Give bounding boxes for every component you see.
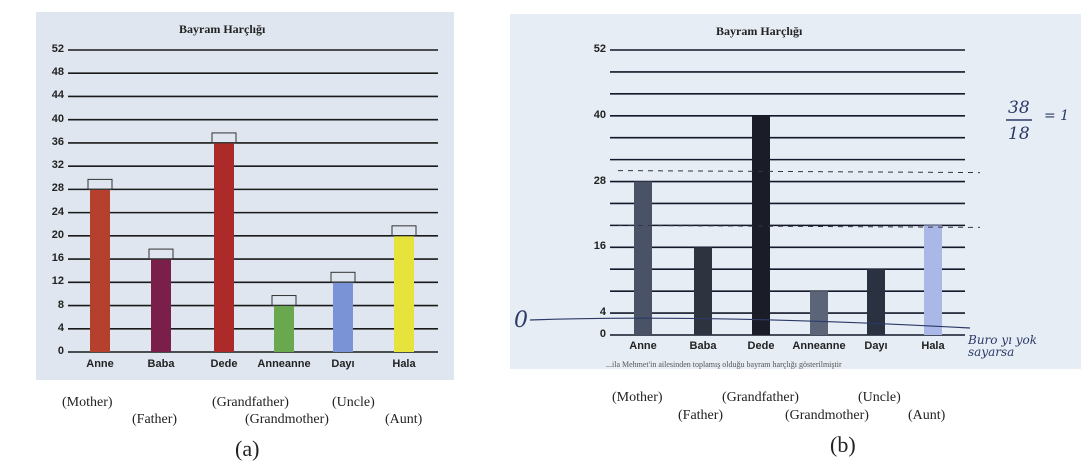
dashed-guide	[617, 170, 981, 174]
translation-label: (Grandmother)	[785, 408, 869, 423]
chart-plot-b	[529, 49, 1032, 336]
bar-cap-sketch	[391, 225, 417, 237]
panel-caption-a: (a)	[235, 436, 260, 461]
bar	[924, 225, 942, 335]
x-tick-label: Dayı	[864, 340, 888, 352]
bar-cap-sketch	[211, 132, 237, 144]
handwritten-fraction-rest: = 1	[1044, 108, 1070, 124]
x-tick-label: Dede	[747, 340, 775, 352]
translation-label: (Uncle)	[332, 395, 375, 410]
bar	[214, 142, 234, 352]
x-tick-label: Anne	[629, 340, 657, 352]
translation-label: (Father)	[678, 408, 724, 423]
translation-label: (Aunt)	[908, 408, 946, 423]
chart-panel-b: Bayram Harçlığı 38 = 1 18 0 Buro yı yok …	[510, 14, 1081, 369]
dashed-guide	[617, 224, 981, 228]
bar	[394, 235, 414, 352]
y-tick-label: 4	[599, 306, 606, 319]
bar-cap-sketch	[330, 271, 356, 283]
translation-label: (Grandmother)	[245, 412, 329, 427]
bar	[810, 291, 828, 335]
chart-panel-a: Bayram Harçlığı 0 4 8 12 16 20 24 28 32 36 40 44 48 5…	[36, 12, 454, 380]
y-tick-label: 20	[51, 228, 64, 241]
translation-label: (Mother)	[612, 390, 663, 405]
translation-label: (Father)	[132, 412, 178, 427]
handwritten-note: Buro yı yok sayarsa	[968, 333, 1038, 359]
y-tick-label: 8	[57, 298, 64, 311]
bar	[274, 305, 294, 352]
y-tick-label: 36	[51, 135, 64, 148]
y-tick-label: 32	[51, 159, 64, 172]
x-tick-label: Dayı	[331, 358, 355, 370]
chart-title: Bayram Harçlığı	[716, 24, 803, 38]
y-tick-label: 12	[51, 275, 64, 288]
translation-label: (Grandfather)	[212, 395, 289, 410]
y-tick-label: 28	[51, 182, 64, 195]
bar-cap-sketch	[87, 178, 113, 190]
translation-label: (Uncle)	[858, 390, 901, 405]
footer-text: ...ila Mehmet'in ailesinden toplamış old…	[606, 360, 842, 369]
translation-label: (Grandfather)	[722, 390, 799, 405]
x-tick-label: Baba	[147, 358, 175, 370]
bar	[151, 259, 171, 352]
y-tick-label: 28	[593, 174, 606, 187]
y-tick-label: 4	[57, 321, 64, 334]
handwritten-fraction-denominator: 18	[1008, 124, 1030, 144]
y-tick-label: 52	[593, 43, 606, 55]
x-tick-label: Anneanne	[792, 340, 846, 352]
bar-cap-sketch	[148, 248, 174, 260]
handwritten-zero-mark: 0	[514, 308, 528, 333]
x-tick-label: Hala	[392, 358, 416, 370]
y-tick-label: 0	[57, 345, 64, 357]
handwritten-fraction-numerator: 38	[1008, 98, 1030, 118]
chart-plot-a	[68, 49, 438, 353]
bar	[694, 247, 712, 335]
y-tick-label: 52	[51, 43, 64, 55]
bar	[90, 189, 110, 352]
y-tick-label: 40	[593, 108, 606, 121]
translation-label: (Aunt)	[385, 412, 423, 427]
x-tick-label: Baba	[689, 340, 717, 352]
x-tick-label: Hala	[921, 340, 945, 352]
bar	[634, 181, 652, 335]
bar	[867, 269, 885, 335]
bar	[752, 115, 770, 336]
bar	[333, 282, 353, 352]
x-tick-label: Dede	[210, 358, 238, 370]
y-tick-label: 40	[51, 112, 64, 125]
handwritten-scribble	[529, 317, 971, 329]
y-tick-label: 16	[593, 240, 606, 253]
panel-caption-b: (b)	[830, 432, 856, 457]
y-tick-label: 16	[51, 252, 64, 265]
y-tick-label: 44	[51, 89, 64, 102]
y-tick-label: 0	[599, 328, 606, 340]
chart-title: Bayram Harçlığı	[179, 22, 266, 36]
x-tick-label: Anne	[86, 358, 114, 370]
bar-cap-sketch	[271, 295, 297, 307]
y-tick-label: 24	[51, 205, 64, 218]
translation-label: (Mother)	[62, 395, 113, 410]
y-tick-label: 48	[51, 66, 64, 79]
x-tick-label: Anneanne	[257, 358, 311, 370]
